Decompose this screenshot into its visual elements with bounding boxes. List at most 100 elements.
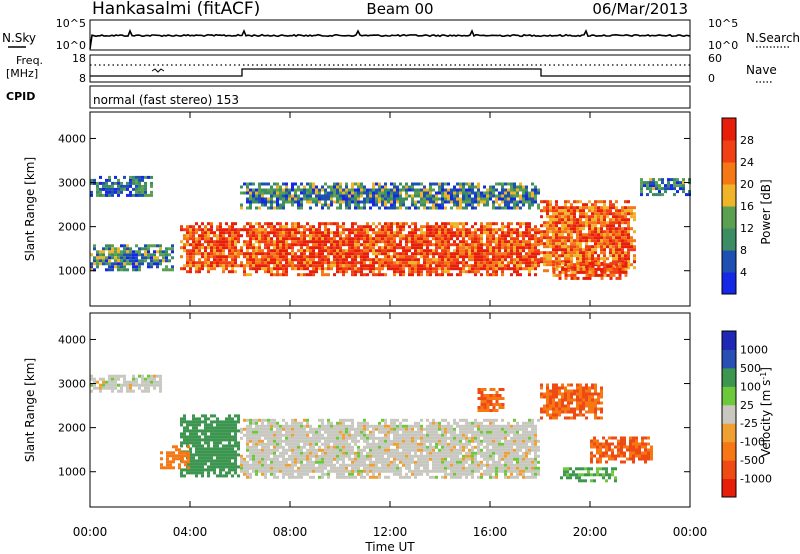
- heatmap-cell: [333, 264, 336, 268]
- heatmap-cell: [291, 436, 294, 440]
- heatmap-cell: [447, 228, 450, 232]
- heatmap-cell: [333, 451, 336, 455]
- heatmap-cell: [345, 261, 348, 265]
- heatmap-cell: [624, 273, 628, 277]
- heatmap-cell: [225, 462, 228, 466]
- heatmap-cell: [576, 267, 580, 271]
- heatmap-cell: [603, 242, 606, 246]
- heatmap-cell: [138, 193, 141, 197]
- heatmap-cell: [195, 429, 198, 433]
- heatmap-cell: [267, 469, 270, 473]
- heatmap-cell: [429, 191, 432, 195]
- heatmap-cell: [441, 194, 444, 198]
- heatmap-cell: [417, 270, 420, 274]
- heatmap-cell: [198, 225, 201, 229]
- heatmap-cell: [261, 228, 264, 232]
- heatmap-cell: [405, 197, 408, 201]
- heatmap-cell: [477, 200, 480, 204]
- heatmap-cell: [351, 225, 354, 229]
- heatmap-cell: [276, 273, 279, 277]
- heatmap-cell: [258, 225, 261, 229]
- heatmap-cell: [249, 475, 252, 479]
- heatmap-cell: [187, 454, 190, 458]
- heatmap-cell: [387, 264, 390, 268]
- heatmap-cell: [348, 191, 351, 195]
- heatmap-cell: [273, 442, 276, 446]
- heatmap-cell: [297, 469, 300, 473]
- heatmap-cell: [369, 451, 372, 455]
- heatmap-cell: [399, 194, 402, 198]
- heatmap-cell: [267, 466, 270, 470]
- heatmap-cell: [219, 231, 222, 235]
- heatmap-cell: [513, 194, 516, 198]
- heatmap-cell: [204, 423, 207, 427]
- heatmap-cell: [165, 250, 168, 254]
- heatmap-cell: [246, 188, 249, 192]
- heatmap-cell: [438, 231, 441, 235]
- heatmap-cell: [456, 267, 459, 271]
- heatmap-cell: [414, 463, 417, 467]
- heatmap-cell: [399, 258, 402, 262]
- heatmap-cell: [408, 261, 411, 265]
- heatmap-cell: [153, 253, 156, 257]
- heatmap-cell: [546, 233, 549, 237]
- heatmap-cell: [213, 243, 216, 247]
- heatmap-cell: [306, 188, 309, 192]
- heatmap-cell: [372, 472, 375, 476]
- heatmap-cell: [375, 463, 378, 467]
- heatmap-cell: [267, 427, 270, 431]
- heatmap-cell: [138, 184, 141, 188]
- heatmap-cell: [414, 191, 417, 195]
- heatmap-cell: [630, 215, 633, 219]
- heatmap-cell: [570, 276, 574, 280]
- heatmap-cell: [243, 463, 246, 467]
- heatmap-cell: [381, 231, 384, 235]
- heatmap-cell: [555, 221, 558, 225]
- heatmap-cell: [267, 258, 270, 262]
- heatmap-cell: [375, 267, 378, 271]
- heatmap-cell: [252, 418, 255, 422]
- heatmap-cell: [160, 451, 163, 455]
- heatmap-cell: [249, 252, 252, 256]
- heatmap-cell: [276, 436, 279, 440]
- heatmap-cell: [324, 442, 327, 446]
- heatmap-cell: [624, 209, 627, 213]
- heatmap-cell: [300, 231, 303, 235]
- heatmap-cell: [555, 209, 558, 213]
- heatmap-cell: [384, 433, 387, 437]
- heatmap-cell: [276, 188, 279, 192]
- heatmap-cell: [267, 231, 270, 235]
- heatmap-cell: [396, 472, 399, 476]
- heatmap-cell: [495, 197, 498, 201]
- heatmap-cell: [237, 414, 240, 418]
- heatmap-cell: [204, 264, 207, 268]
- heatmap-cell: [387, 451, 390, 455]
- heatmap-cell: [591, 233, 594, 237]
- heatmap-cell: [528, 249, 531, 253]
- heatmap-cell: [387, 206, 390, 210]
- heatmap-cell: [114, 181, 117, 185]
- heatmap-cell: [234, 453, 237, 457]
- heatmap-cell: [339, 200, 342, 204]
- heatmap-cell: [108, 247, 111, 251]
- heatmap-cell: [309, 439, 312, 443]
- heatmap-cell: [417, 206, 420, 210]
- heatmap-cell: [585, 236, 588, 240]
- heatmap-cell: [96, 184, 99, 188]
- heatmap-cell: [381, 203, 384, 207]
- heatmap-cell: [591, 212, 594, 216]
- heatmap-cell: [396, 430, 399, 434]
- heatmap-cell: [342, 436, 345, 440]
- heatmap-cell: [501, 237, 504, 241]
- heatmap-cell: [330, 451, 333, 455]
- heatmap-cell: [243, 460, 246, 464]
- heatmap-cell: [489, 197, 492, 201]
- heatmap-cell: [564, 230, 567, 234]
- heatmap-cell: [417, 243, 420, 247]
- heatmap-cell: [510, 258, 513, 262]
- heatmap-cell: [450, 234, 453, 238]
- heatmap-cell: [243, 225, 246, 229]
- heatmap-cell: [423, 255, 426, 259]
- heatmap-cell: [333, 258, 336, 262]
- heatmap-cell: [249, 197, 252, 201]
